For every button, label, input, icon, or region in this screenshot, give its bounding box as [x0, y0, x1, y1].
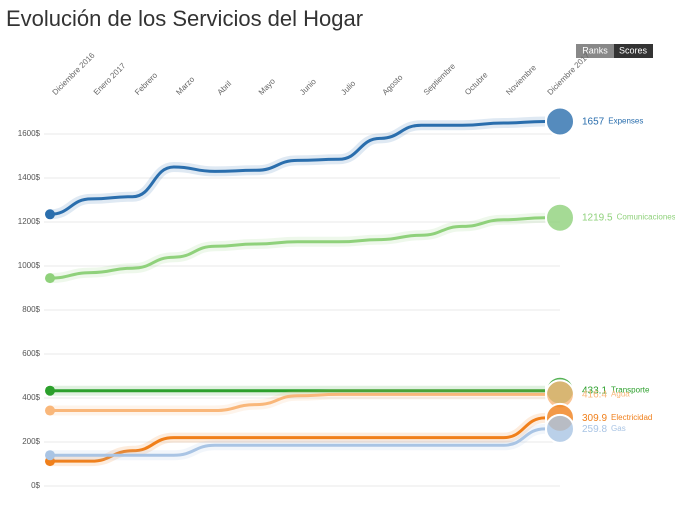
start-point — [45, 450, 55, 461]
y-tick-label: 200$ — [22, 437, 40, 446]
x-tick-label: Abril — [216, 79, 234, 97]
end-value: 309.9 — [582, 412, 607, 423]
legend-entry: Expenses — [608, 117, 643, 126]
y-tick-label: 0$ — [31, 481, 40, 490]
end-value: 1219.5 — [582, 212, 613, 223]
ranks-label[interactable]: Ranks — [582, 45, 608, 55]
end-label: 1219.5 Comunicaciones — [582, 212, 675, 223]
y-tick-label: 1200$ — [18, 217, 41, 226]
legend-entry: Agua — [611, 390, 630, 399]
x-tick-label: Marzo — [174, 74, 196, 96]
scores-button[interactable] — [614, 44, 653, 58]
line — [49, 216, 546, 280]
line — [49, 416, 546, 463]
end-label: 309.9 Electricidad — [582, 412, 652, 423]
x-tick-label: Noviembre — [504, 63, 538, 97]
legend-entry: Gas — [611, 424, 626, 433]
y-tick-label: 1400$ — [18, 173, 41, 182]
end-label: 433.1 Transporte — [582, 385, 650, 396]
chart-title: Evolución de los Servicios del Hogar — [6, 6, 363, 31]
x-tick-label: Octubre — [463, 70, 490, 97]
end-icon — [545, 106, 575, 137]
line — [49, 119, 546, 216]
end-value: 433.1 — [582, 385, 607, 396]
x-tick-label: Agosto — [381, 73, 405, 97]
start-point — [45, 405, 55, 416]
y-tick-label: 1600$ — [18, 129, 41, 138]
scores-label[interactable]: Scores — [619, 45, 648, 55]
y-tick-label: 400$ — [22, 393, 40, 402]
ranks-button[interactable] — [576, 44, 614, 58]
line — [50, 392, 545, 413]
line-halo — [49, 116, 546, 220]
start-point — [45, 209, 55, 220]
end-value: 259.8 — [582, 423, 607, 434]
x-tick-label: Mayo — [257, 76, 278, 97]
line — [50, 427, 546, 457]
end-icon — [545, 413, 575, 444]
x-tick-label: Julio — [339, 79, 357, 97]
x-tick-label: Septiembre — [422, 61, 458, 97]
legend-entry: Comunicaciones — [617, 213, 675, 222]
x-tick-label: Febrero — [133, 70, 160, 97]
end-value: 416.4 — [582, 389, 607, 400]
x-tick-label: Enero 2017 — [92, 61, 128, 97]
start-point — [45, 385, 55, 396]
y-tick-label: 800$ — [22, 305, 40, 314]
y-tick-label: 600$ — [22, 349, 40, 358]
end-icon — [545, 202, 575, 233]
start-point — [45, 273, 55, 284]
x-tick-label: Diciembre 2016 — [51, 51, 97, 97]
legend-entry: Transporte — [611, 386, 650, 395]
end-label: 259.8 Gas — [582, 423, 626, 434]
end-label: 416.4 Agua — [582, 389, 630, 400]
x-tick-label: Diciembre 2017 — [546, 51, 592, 97]
y-tick-label: 1000$ — [18, 261, 41, 270]
legend-entry: Electricidad — [611, 413, 652, 422]
end-label: 1657 Expenses — [582, 116, 643, 127]
end-value: 1657 — [582, 116, 605, 127]
x-tick-label: Junio — [298, 77, 318, 97]
